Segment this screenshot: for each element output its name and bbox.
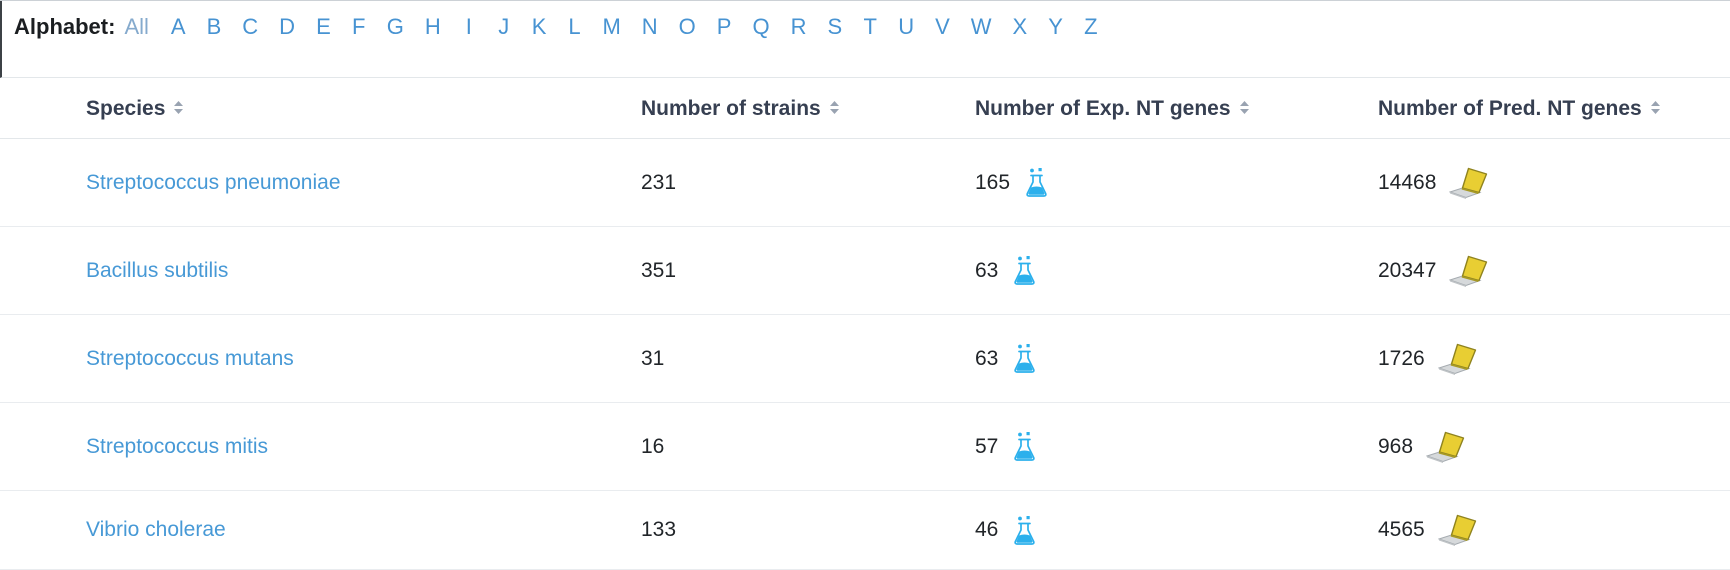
alphabet-letter-b[interactable]: B [206, 14, 222, 39]
flask-icon[interactable] [1011, 430, 1038, 463]
alphabet-letter-o[interactable]: O [678, 14, 696, 39]
alphabet-letter-d[interactable]: D [279, 14, 296, 39]
species-link[interactable]: Streptococcus mutans [86, 346, 294, 370]
strain-count: 133 [641, 518, 677, 541]
table-row: Streptococcus mutans 31 63 1726 [0, 314, 1730, 403]
alphabet-letter-q[interactable]: Q [752, 14, 770, 39]
pred-nt-gene-count: 4565 [1378, 518, 1425, 541]
alphabet-letter-g[interactable]: G [386, 14, 404, 39]
table-header-row: Species Number of strains Number of Exp.… [0, 78, 1730, 139]
table-row: Streptococcus mitis 16 57 968 [0, 402, 1730, 491]
exp-nt-gene-count: 57 [975, 434, 999, 458]
laptop-icon[interactable] [1449, 255, 1490, 287]
alphabet-filter-all[interactable]: All [124, 14, 149, 39]
alphabet-letter-z[interactable]: Z [1084, 14, 1098, 39]
laptop-icon[interactable] [1437, 514, 1479, 546]
sort-icon[interactable] [829, 96, 839, 120]
alphabet-letter-p[interactable]: P [716, 14, 732, 39]
alphabet-letter-v[interactable]: V [935, 14, 950, 39]
alphabet-letter-f[interactable]: F [352, 14, 366, 39]
strain-count: 231 [641, 170, 677, 194]
alphabet-letter-c[interactable]: C [242, 14, 259, 39]
species-link[interactable]: Bacillus subtilis [86, 258, 229, 282]
alphabet-letter-e[interactable]: E [316, 14, 331, 39]
alphabet-letter-i[interactable]: I [465, 14, 472, 39]
laptop-icon[interactable] [1449, 167, 1490, 199]
exp-nt-gene-count: 63 [975, 346, 999, 370]
species-link[interactable]: Vibrio cholerae [86, 518, 226, 541]
species-table: Species Number of strains Number of Exp.… [0, 78, 1730, 570]
strain-count: 31 [641, 346, 665, 370]
exp-nt-gene-count: 63 [975, 258, 999, 282]
pred-nt-gene-count: 968 [1378, 434, 1414, 458]
column-header-strains[interactable]: Number of strains [620, 78, 955, 139]
alphabet-letter-s[interactable]: S [827, 14, 843, 39]
column-header-species[interactable]: Species [0, 78, 620, 139]
laptop-icon[interactable] [1437, 343, 1479, 375]
sort-icon[interactable] [174, 96, 184, 120]
species-link[interactable]: Streptococcus pneumoniae [86, 170, 341, 194]
species-link[interactable]: Streptococcus mitis [86, 434, 269, 458]
alphabet-letter-a[interactable]: A [170, 14, 186, 39]
alphabet-letter-l[interactable]: L [568, 14, 581, 39]
laptop-icon[interactable] [1426, 431, 1467, 463]
alphabet-letter-m[interactable]: M [602, 14, 621, 39]
alphabet-letter-x[interactable]: X [1012, 14, 1028, 39]
sort-icon[interactable] [1650, 96, 1660, 120]
alphabet-letter-j[interactable]: J [498, 14, 510, 39]
column-header-pred-nt-genes[interactable]: Number of Pred. NT genes [1355, 78, 1730, 139]
table-row: Bacillus subtilis 351 63 20347 [0, 226, 1730, 315]
table-row: Vibrio cholerae 133 46 4565 [0, 490, 1730, 570]
alphabet-letter-h[interactable]: H [424, 14, 441, 39]
column-header-exp-nt-genes[interactable]: Number of Exp. NT genes [955, 78, 1355, 139]
alphabet-letter-r[interactable]: R [790, 14, 807, 39]
flask-icon[interactable] [1011, 254, 1038, 287]
alphabet-letter-k[interactable]: K [531, 14, 547, 39]
pred-nt-gene-count: 20347 [1378, 258, 1437, 282]
flask-icon[interactable] [1023, 166, 1050, 199]
flask-icon[interactable] [1011, 342, 1038, 375]
alphabet-label: Alphabet: [14, 14, 116, 39]
exp-nt-gene-count: 46 [975, 518, 999, 541]
alphabet-letter-t[interactable]: T [863, 14, 877, 39]
strain-count: 16 [641, 434, 665, 458]
pred-nt-gene-count: 1726 [1378, 346, 1425, 370]
alphabet-letter-y[interactable]: Y [1048, 14, 1063, 39]
alphabet-letter-u[interactable]: U [898, 14, 915, 39]
alphabet-letter-w[interactable]: W [970, 14, 992, 39]
exp-nt-gene-count: 165 [975, 170, 1011, 194]
alphabet-letter-n[interactable]: N [641, 14, 658, 39]
sort-icon[interactable] [1239, 96, 1249, 120]
flask-icon[interactable] [1011, 514, 1038, 547]
table-row: Streptococcus pneumoniae 231 165 14468 [0, 138, 1730, 227]
strain-count: 351 [641, 258, 677, 282]
pred-nt-gene-count: 14468 [1378, 170, 1437, 194]
